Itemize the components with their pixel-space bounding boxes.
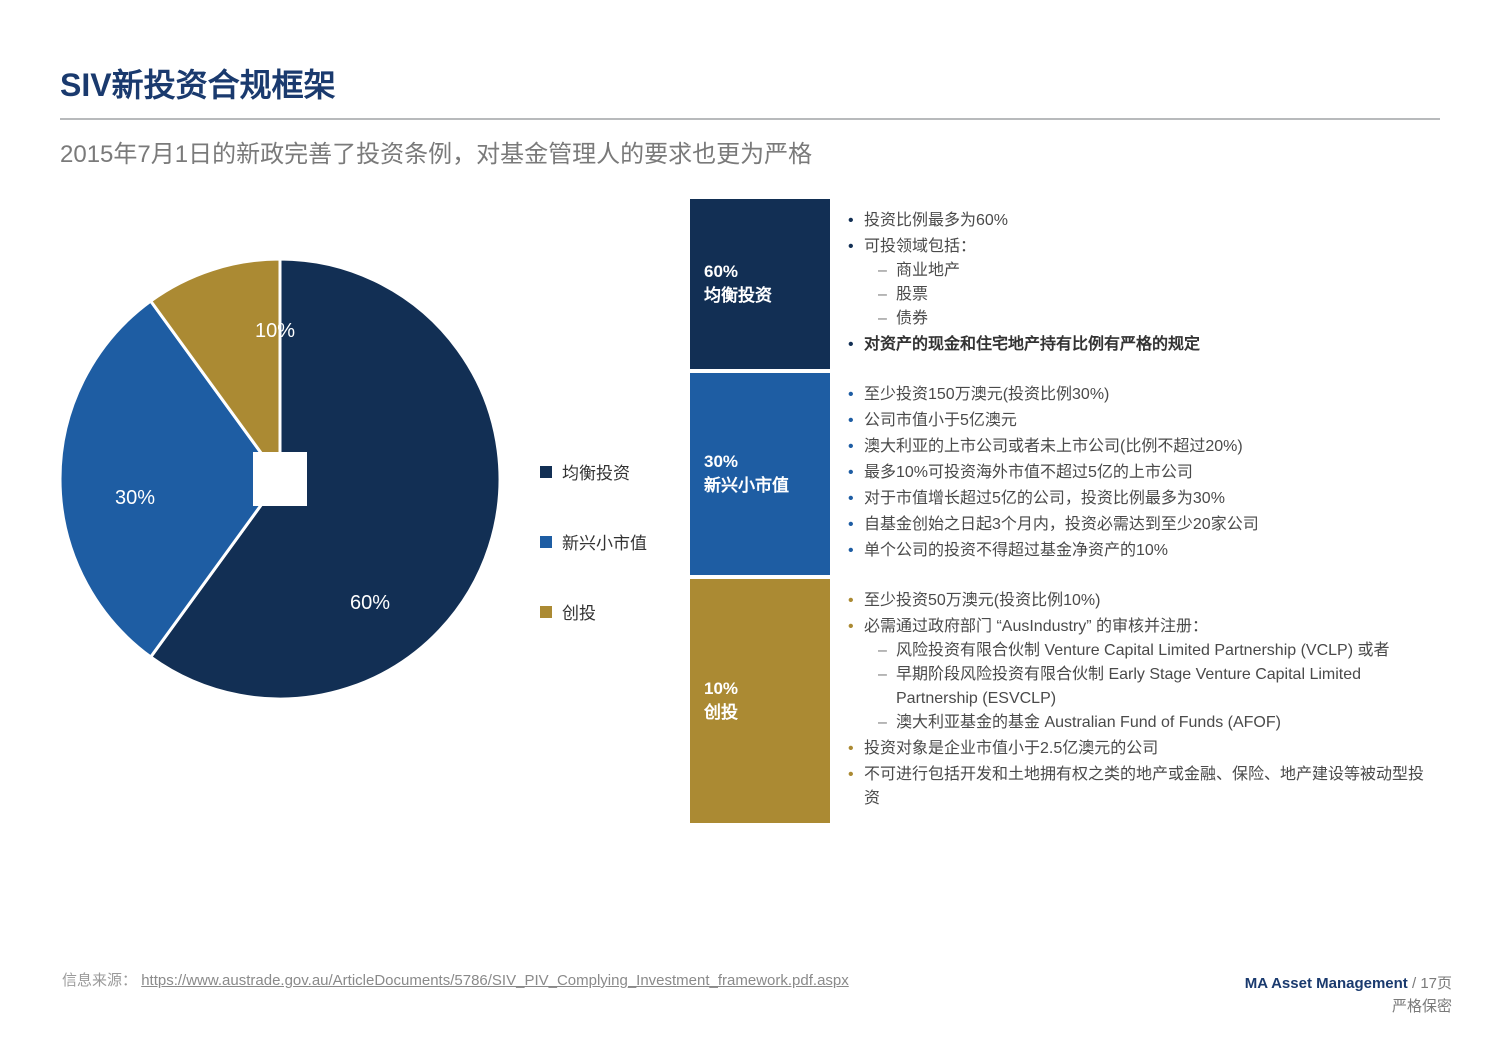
panel-bullet: 最多10%可投资海外市值不超过5亿的上市公司 <box>846 461 1428 485</box>
panel-label-pct: 10% <box>704 677 816 701</box>
footer-confidential: 严格保密 <box>1245 995 1452 1016</box>
panel-bullet: 投资比例最多为60% <box>846 209 1428 233</box>
panel-bullet-text: 必需通过政府部门 “AusIndustry” 的审核并注册： <box>864 618 1208 635</box>
panel-bullet: 至少投资50万澳元(投资比例10%) <box>846 589 1428 613</box>
panel-label-name: 均衡投资 <box>704 284 816 308</box>
legend-item: 新兴小市值 <box>540 529 647 554</box>
panel-label: 60%均衡投资 <box>690 199 830 369</box>
panel-subbullet: 澳大利亚基金的基金 Australian Fund of Funds (AFOF… <box>878 711 1428 735</box>
panel-bullet-text: 至少投资50万澳元(投资比例10%) <box>864 592 1100 609</box>
panel-bullet-text: 至少投资150万澳元(投资比例30%) <box>864 386 1109 403</box>
panel-subbullet: 早期阶段风险投资有限合伙制 Early Stage Venture Capita… <box>878 663 1428 711</box>
source-label: 信息来源： <box>62 972 137 989</box>
panel-balanced: 60%均衡投资 投资比例最多为60% 可投领域包括： 商业地产股票债券对资产的现金和住… <box>690 199 1440 369</box>
panel-bullet-text: 对资产的现金和住宅地产持有比例有严格的规定 <box>864 336 1200 353</box>
legend-item: 均衡投资 <box>540 459 647 484</box>
donut-slice-label: 30% <box>115 487 155 509</box>
panel-bullet: 对于市值增长超过5亿的公司，投资比例最多为30% <box>846 487 1428 511</box>
panel-bullet: 单个公司的投资不得超过基金净资产的10% <box>846 539 1428 563</box>
panel-bullet: 对资产的现金和住宅地产持有比例有严格的规定 <box>846 333 1428 357</box>
right-column: 60%均衡投资 投资比例最多为60% 可投领域包括： 商业地产股票债券对资产的现金和住… <box>690 199 1440 827</box>
source-citation: 信息来源： https://www.austrade.gov.au/Articl… <box>62 969 849 990</box>
panel-bullet: 澳大利亚的上市公司或者未上市公司(比例不超过20%) <box>846 435 1428 459</box>
content-row: 60%30%10% 均衡投资新兴小市值创投 60%均衡投资投资比例最多为60%可… <box>60 199 1440 827</box>
panel-body: 至少投资50万澳元(投资比例10%) 必需通过政府部门 “AusIndustry”… <box>830 579 1440 823</box>
panel-bullet: 必需通过政府部门 “AusIndustry” 的审核并注册： 风险投资有限合伙制 … <box>846 615 1428 735</box>
donut-slice-label: 60% <box>350 592 390 614</box>
slide: SIV新投资合规框架 2015年7月1日的新政完善了投资条例，对基金管理人的要求… <box>0 0 1500 867</box>
legend-label: 均衡投资 <box>562 459 630 484</box>
page-title: SIV新投资合规框架 <box>60 60 1440 120</box>
donut-slice-label: 10% <box>255 320 295 342</box>
footer-page: / 17页 <box>1408 975 1452 992</box>
panel-bullet: 不可进行包括开发和土地拥有权之类的地产或金融、保险、地产建设等被动型投资 <box>846 763 1428 811</box>
footer: MA Asset Management / 17页 严格保密 <box>1245 972 1452 1016</box>
panel-bullet: 投资对象是企业市值小于2.5亿澳元的公司 <box>846 737 1428 761</box>
legend-swatch <box>540 536 552 548</box>
left-column: 60% 30% 10% 均衡投资新兴小市值创投 <box>60 199 680 827</box>
footer-line1: MA Asset Management / 17页 <box>1245 972 1452 993</box>
donut-center-square <box>253 452 307 506</box>
panel-bullet: 公司市值小于5亿澳元 <box>846 409 1428 433</box>
panel-bullet-text: 单个公司的投资不得超过基金净资产的10% <box>864 542 1168 559</box>
panel-bullet-text: 自基金创始之日起3个月内，投资必需达到至少20家公司 <box>864 516 1259 533</box>
panel-body: 至少投资150万澳元(投资比例30%) 公司市值小于5亿澳元澳大利亚的上市公司或者… <box>830 373 1440 575</box>
panel-label-name: 创投 <box>704 701 816 725</box>
panel-bullet-text: 公司市值小于5亿澳元 <box>864 412 1017 429</box>
panel-label-pct: 60% <box>704 260 816 284</box>
panel-bullet-text: 可投领域包括： <box>864 238 976 255</box>
footer-brand: MA Asset Management <box>1245 975 1408 992</box>
panel-label: 10%创投 <box>690 579 830 823</box>
legend-swatch <box>540 466 552 478</box>
chart-legend: 均衡投资新兴小市值创投 <box>540 459 647 669</box>
panel-bullet: 自基金创始之日起3个月内，投资必需达到至少20家公司 <box>846 513 1428 537</box>
donut-svg: 60% 30% 10% <box>60 259 500 699</box>
donut-chart: 60% 30% 10% <box>60 259 500 699</box>
panel-bullet-text: 投资比例最多为60% <box>864 212 1008 229</box>
panel-bullet-text: 对于市值增长超过5亿的公司，投资比例最多为30% <box>864 490 1225 507</box>
legend-label: 创投 <box>562 599 596 624</box>
panel-body: 投资比例最多为60% 可投领域包括： 商业地产股票债券对资产的现金和住宅地产持有比例… <box>830 199 1440 369</box>
panel-bullet-text: 不可进行包括开发和土地拥有权之类的地产或金融、保险、地产建设等被动型投资 <box>864 766 1424 807</box>
source-link[interactable]: https://www.austrade.gov.au/ArticleDocum… <box>141 972 849 989</box>
panel-bullet: 至少投资150万澳元(投资比例30%) <box>846 383 1428 407</box>
legend-swatch <box>540 606 552 618</box>
panel-vc: 10%创投 至少投资50万澳元(投资比例10%) 必需通过政府部门 “AusIndu… <box>690 579 1440 823</box>
panel-label: 30%新兴小市值 <box>690 373 830 575</box>
page-subtitle: 2015年7月1日的新政完善了投资条例，对基金管理人的要求也更为严格 <box>60 134 1440 169</box>
panel-bullet-text: 最多10%可投资海外市值不超过5亿的上市公司 <box>864 464 1193 481</box>
panel-subbullet: 商业地产 <box>878 259 1428 283</box>
panel-emerging: 30%新兴小市值 至少投资150万澳元(投资比例30%) 公司市值小于5亿澳元澳大利… <box>690 373 1440 575</box>
panel-bullet-text: 澳大利亚的上市公司或者未上市公司(比例不超过20%) <box>864 438 1243 455</box>
panel-bullet-text: 投资对象是企业市值小于2.5亿澳元的公司 <box>864 740 1158 757</box>
legend-label: 新兴小市值 <box>562 529 647 554</box>
legend-item: 创投 <box>540 599 647 624</box>
panel-bullet: 可投领域包括： 商业地产股票债券 <box>846 235 1428 331</box>
panel-subbullet: 债券 <box>878 307 1428 331</box>
panel-subbullet: 股票 <box>878 283 1428 307</box>
panel-label-pct: 30% <box>704 450 816 474</box>
panel-subbullet: 风险投资有限合伙制 Venture Capital Limited Partne… <box>878 639 1428 663</box>
panel-label-name: 新兴小市值 <box>704 474 816 498</box>
